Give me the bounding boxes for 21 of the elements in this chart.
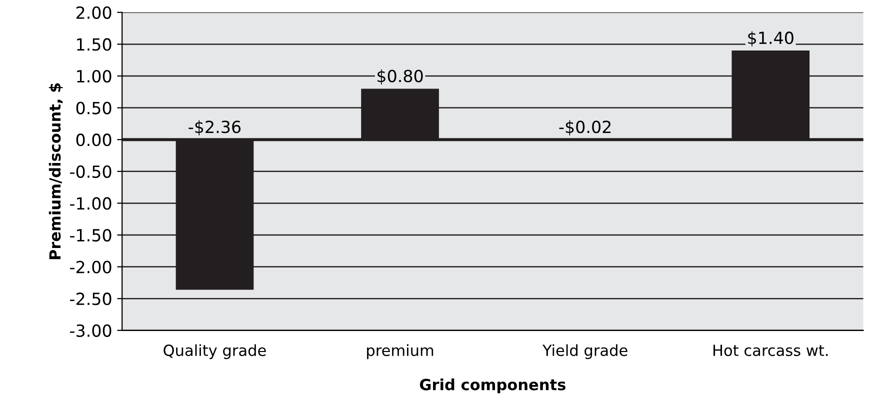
x-tick-label: Quality grade xyxy=(164,344,266,360)
x-axis-title: Grid components xyxy=(420,378,566,394)
y-tick-label: -2.50 xyxy=(70,292,112,306)
x-tick-label: premium xyxy=(367,344,434,360)
y-tick-label: -2.00 xyxy=(70,260,112,274)
y-tick-label: -1.50 xyxy=(70,228,112,242)
y-tick-label: -3.00 xyxy=(70,324,112,337)
data-label: -$2.36 xyxy=(188,120,241,136)
y-tick-label: 1.00 xyxy=(77,70,112,83)
y-tick-label: 1.50 xyxy=(77,38,112,51)
x-tick-label: Yield grade xyxy=(542,344,628,360)
y-tick-label: -1.00 xyxy=(70,197,112,210)
y-tick-label: 0.50 xyxy=(76,102,112,114)
data-label: $1.40 xyxy=(748,31,794,46)
data-label: -$0.02 xyxy=(559,120,611,136)
y-tick-label: -0.50 xyxy=(70,165,112,178)
y-tick-label: 0.00 xyxy=(76,134,112,146)
data-label: $0.80 xyxy=(378,69,423,85)
y-tick-label: 2.00 xyxy=(76,6,112,19)
x-tick-label: Hot carcass wt. xyxy=(714,344,828,356)
y-axis-title: Premium/discount, $ xyxy=(48,83,63,260)
